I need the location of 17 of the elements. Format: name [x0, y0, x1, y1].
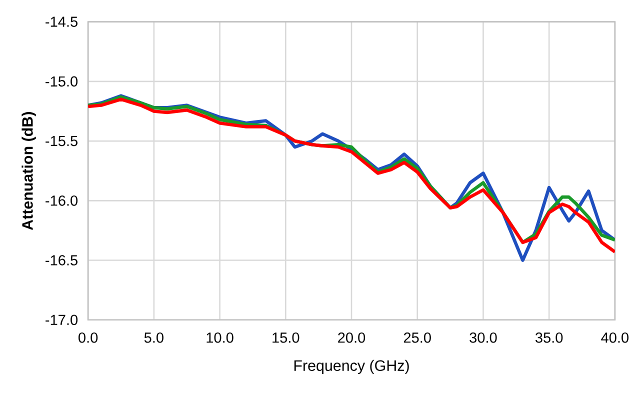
y-tick-label: -16.5	[46, 255, 78, 266]
x-tick-label: 20.0	[338, 332, 366, 343]
x-axis-title: Frequency (GHz)	[294, 360, 409, 374]
x-tick-label: 40.0	[601, 332, 629, 343]
x-tick-label: 10.0	[206, 332, 234, 343]
x-tick-label: 15.0	[272, 332, 300, 343]
x-tick-label: 0.0	[78, 332, 98, 343]
x-tick-label: 25.0	[404, 332, 431, 343]
y-tick-label: -14.5	[46, 16, 78, 27]
y-tick-label: -16.0	[46, 196, 78, 206]
y-axis-title: Attenuation (dB)	[22, 112, 36, 230]
x-tick-label: 30.0	[470, 332, 497, 343]
x-tick-label: 5.0	[144, 332, 164, 343]
y-tick-label: -15.5	[46, 136, 78, 146]
y-tick-label: -17.0	[46, 314, 78, 326]
y-tick-label: -15.0	[46, 76, 78, 87]
x-tick-label: 35.0	[535, 332, 563, 343]
